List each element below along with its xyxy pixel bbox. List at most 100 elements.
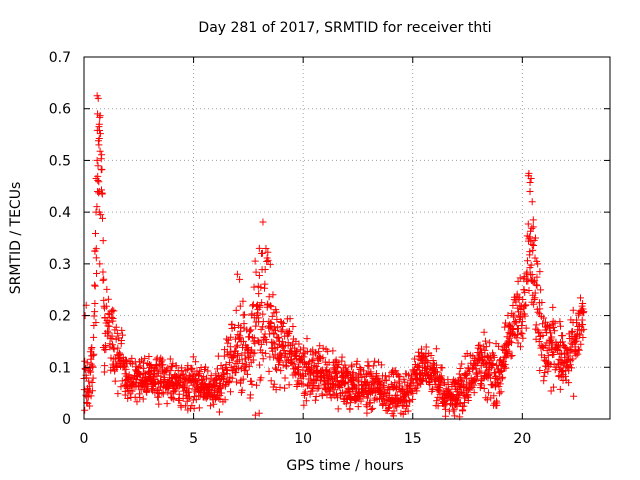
- data-point: [141, 354, 149, 362]
- data-point: [521, 288, 529, 296]
- data-point: [280, 319, 288, 327]
- data-point: [92, 254, 100, 262]
- data-point: [200, 373, 208, 381]
- data-point: [497, 388, 505, 396]
- data-point: [530, 241, 538, 249]
- data-point: [335, 361, 343, 369]
- data-point: [423, 357, 431, 365]
- data-point: [239, 297, 247, 305]
- data-point: [230, 352, 238, 360]
- data-point: [221, 396, 229, 404]
- data-point: [234, 350, 242, 358]
- data-point: [95, 208, 103, 216]
- data-point: [85, 377, 93, 385]
- data-point: [525, 169, 533, 177]
- data-point: [140, 369, 148, 377]
- data-point: [226, 343, 234, 351]
- data-point: [210, 400, 218, 408]
- data-point: [535, 337, 543, 345]
- data-point: [526, 227, 534, 235]
- data-point: [232, 343, 240, 351]
- data-point: [89, 374, 97, 382]
- data-point: [93, 156, 101, 164]
- data-point: [531, 289, 539, 297]
- data-point: [456, 390, 464, 398]
- y-tick-label: 0.5: [49, 153, 71, 169]
- data-point: [301, 391, 309, 399]
- data-point: [264, 248, 272, 256]
- data-point: [254, 337, 262, 345]
- data-point: [215, 408, 223, 416]
- data-point: [318, 392, 326, 400]
- data-point: [564, 352, 572, 360]
- data-point: [81, 406, 89, 414]
- data-point: [185, 371, 193, 379]
- data-point: [319, 354, 327, 362]
- data-point: [88, 387, 96, 395]
- y-tick-label: 0.3: [49, 257, 71, 273]
- data-point: [159, 390, 167, 398]
- data-point: [295, 340, 303, 348]
- data-point: [551, 327, 559, 335]
- y-tick-label: 0: [62, 412, 71, 428]
- data-point: [433, 397, 441, 405]
- data-point: [262, 349, 270, 357]
- data-point: [507, 352, 515, 360]
- data-point: [91, 282, 99, 290]
- data-point: [301, 359, 309, 367]
- data-point: [475, 367, 483, 375]
- data-point: [117, 336, 125, 344]
- data-point: [528, 270, 536, 278]
- data-point: [329, 375, 337, 383]
- data-point: [261, 265, 269, 273]
- data-point: [569, 306, 577, 314]
- data-point: [326, 367, 334, 375]
- data-point: [269, 339, 277, 347]
- data-point: [302, 397, 310, 405]
- data-point: [255, 290, 263, 298]
- data-point: [334, 373, 342, 381]
- data-point: [88, 344, 96, 352]
- data-point: [144, 382, 152, 390]
- data-point: [280, 347, 288, 355]
- data-point: [424, 358, 432, 366]
- data-point: [167, 367, 175, 375]
- data-point: [455, 370, 463, 378]
- data-point: [86, 402, 94, 410]
- data-point: [100, 275, 108, 283]
- data-point: [202, 363, 210, 371]
- x-tick-labels: 0 5 10 15 20: [80, 431, 532, 447]
- data-point: [510, 311, 518, 319]
- data-point: [232, 369, 240, 377]
- data-point: [509, 302, 517, 310]
- data-point: [559, 332, 567, 340]
- data-point: [527, 175, 535, 183]
- data-point: [227, 333, 235, 341]
- data-point: [531, 277, 539, 285]
- data-point: [255, 244, 263, 252]
- data-point: [354, 403, 362, 411]
- data-point: [353, 357, 361, 365]
- data-point: [499, 373, 507, 381]
- data-point: [309, 387, 317, 395]
- data-point: [239, 337, 247, 345]
- data-point: [166, 355, 174, 363]
- data-point: [158, 389, 166, 397]
- data-point: [113, 329, 121, 337]
- data-point: [226, 388, 234, 396]
- data-point: [398, 385, 406, 393]
- data-point: [385, 404, 393, 412]
- data-point: [108, 332, 116, 340]
- data-point: [493, 399, 501, 407]
- data-point: [360, 367, 368, 375]
- data-point: [529, 223, 537, 231]
- data-point: [363, 403, 371, 411]
- data-point: [258, 349, 266, 357]
- data-point: [251, 349, 259, 357]
- data-point: [518, 318, 526, 326]
- data-point: [340, 380, 348, 388]
- y-axis-label: SRMTID / TECUs: [8, 182, 24, 295]
- data-point: [358, 373, 366, 381]
- data-point: [540, 314, 548, 322]
- data-point: [92, 229, 100, 237]
